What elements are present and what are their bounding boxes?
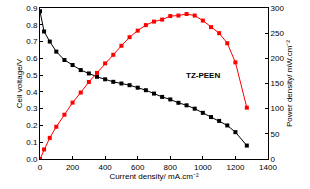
svg-text:250: 250 (271, 29, 285, 38)
svg-text:0.8: 0.8 (26, 21, 38, 30)
svg-text:1400: 1400 (259, 163, 277, 172)
svg-text:200: 200 (66, 163, 80, 172)
svg-text:0.9: 0.9 (26, 4, 38, 13)
svg-text:0.2: 0.2 (26, 121, 38, 130)
svg-text:150: 150 (271, 79, 285, 88)
svg-text:Current density/ mA.cm⁻²: Current density/ mA.cm⁻² (109, 172, 199, 181)
svg-text:1000: 1000 (194, 163, 212, 172)
svg-text:100: 100 (271, 104, 285, 113)
svg-text:800: 800 (164, 163, 178, 172)
svg-text:50: 50 (271, 130, 280, 139)
svg-text:0: 0 (271, 155, 276, 164)
svg-text:0.1: 0.1 (26, 138, 38, 147)
svg-text:0.4: 0.4 (26, 88, 38, 97)
svg-text:0.5: 0.5 (26, 71, 38, 80)
svg-text:TZ-PEEN: TZ-PEEN (186, 71, 220, 80)
svg-text:300: 300 (271, 4, 285, 13)
svg-text:200: 200 (271, 54, 285, 63)
svg-text:0.0: 0.0 (26, 155, 38, 164)
svg-text:0.6: 0.6 (26, 54, 38, 63)
svg-text:0.3: 0.3 (26, 104, 38, 113)
svg-text:0: 0 (38, 163, 43, 172)
svg-text:0.7: 0.7 (26, 37, 38, 46)
svg-text:600: 600 (131, 163, 145, 172)
svg-text:Cell voltage/V: Cell voltage/V (15, 58, 24, 108)
svg-text:1200: 1200 (227, 163, 245, 172)
svg-text:Power density/ mW.cm⁻²: Power density/ mW.cm⁻² (285, 40, 294, 127)
svg-text:400: 400 (98, 163, 112, 172)
